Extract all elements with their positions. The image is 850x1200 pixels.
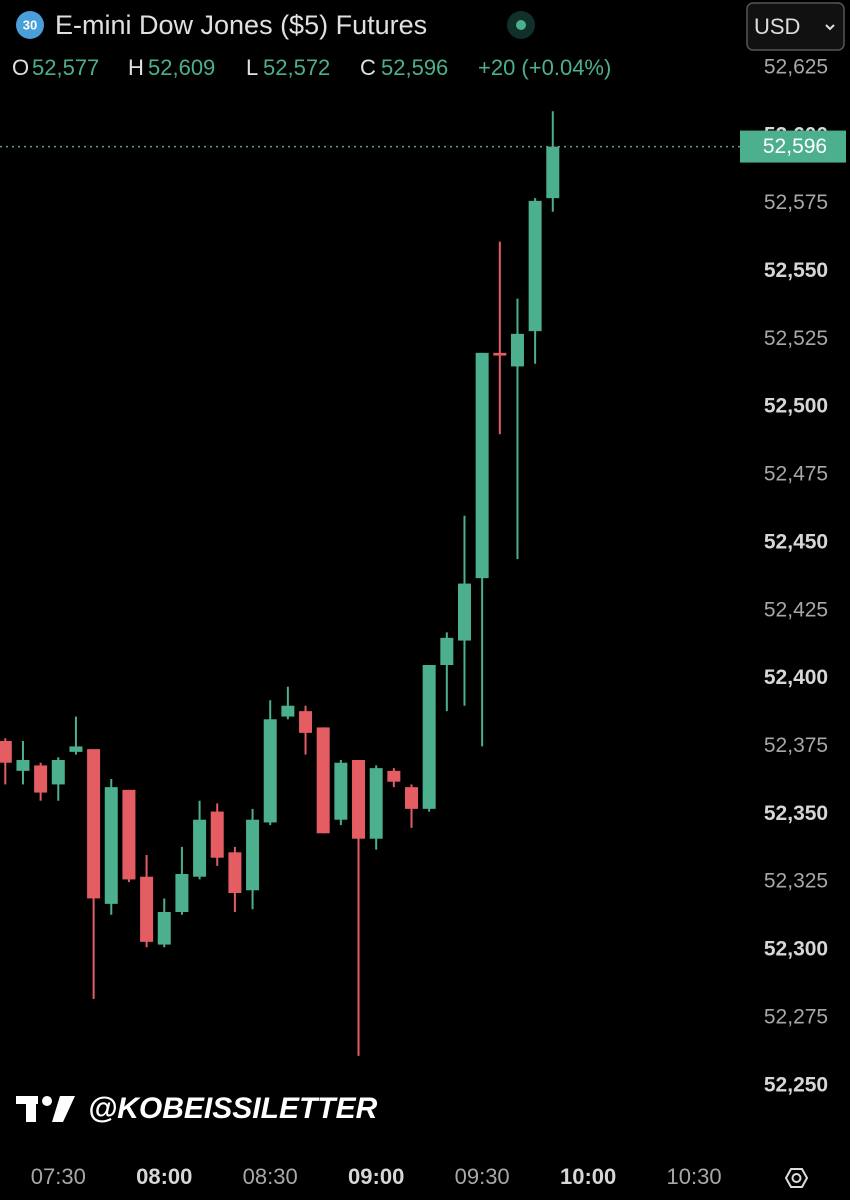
settings-icon[interactable] xyxy=(784,1168,809,1188)
y-tick-label: 52,575 xyxy=(764,191,828,214)
candle-body xyxy=(246,819,260,891)
candle-body xyxy=(405,787,419,809)
candle-body xyxy=(352,760,366,839)
ohlc-summary: O 52,577 H 52,609 L 52,572 C 52,596 +20 (+0.04%) xyxy=(12,55,611,80)
y-tick-label: 52,500 xyxy=(764,395,828,418)
ohlc-name: C xyxy=(360,55,376,80)
candle-body xyxy=(140,876,154,942)
y-tick-label: 52,275 xyxy=(764,1005,828,1028)
x-tick-label: 10:00 xyxy=(560,1164,616,1189)
candle-body xyxy=(210,811,224,858)
candle-body xyxy=(263,719,277,823)
candle-body xyxy=(493,352,507,356)
ohlc-name: L xyxy=(246,55,258,80)
x-tick-label: 09:00 xyxy=(348,1164,404,1189)
candle-body xyxy=(387,770,401,782)
candle-body xyxy=(0,741,12,763)
candle-body xyxy=(510,333,524,367)
ohlc-name: H xyxy=(128,55,144,80)
badge-text: 30 xyxy=(23,17,37,32)
y-tick-label: 52,525 xyxy=(764,327,828,350)
candle-body xyxy=(87,749,101,899)
last-price-box xyxy=(740,130,846,163)
last-price-label: 52,596 xyxy=(763,135,827,158)
market-status-dot xyxy=(516,20,526,30)
x-tick-label: 07:30 xyxy=(31,1164,86,1189)
ohlc-value: 52,572 xyxy=(263,55,330,80)
candle-body xyxy=(316,727,330,834)
y-tick-label: 52,625 xyxy=(764,55,828,78)
candle-body xyxy=(193,819,207,877)
candle-body xyxy=(422,665,436,809)
y-tick-label: 52,300 xyxy=(764,938,828,961)
ohlc-value: 52,577 xyxy=(32,55,99,80)
candle-body xyxy=(34,765,48,793)
candle-body xyxy=(122,789,136,880)
y-tick-label: 52,475 xyxy=(764,463,828,486)
candle-body xyxy=(369,768,383,839)
candle-body xyxy=(546,146,560,199)
candle-body xyxy=(175,874,189,912)
candle-body xyxy=(281,705,295,717)
candle-body xyxy=(440,637,454,665)
symbol-badge xyxy=(16,11,44,39)
y-tick-label: 52,450 xyxy=(764,530,828,553)
candle-body xyxy=(228,852,242,893)
watermark: @KOBEISSILETTER xyxy=(88,1092,378,1125)
currency-button[interactable] xyxy=(746,2,845,51)
dropdown-icon[interactable] xyxy=(825,24,835,31)
y-tick-label: 52,250 xyxy=(764,1073,828,1096)
y-tick-label: 52,400 xyxy=(764,666,828,689)
candle-body xyxy=(157,912,171,945)
x-tick-label: 08:00 xyxy=(136,1164,192,1189)
candle-body xyxy=(528,200,542,332)
y-tick-label: 52,325 xyxy=(764,870,828,893)
candle-body xyxy=(457,583,471,641)
ohlc-name: O xyxy=(12,55,29,80)
x-tick-label: 08:30 xyxy=(243,1164,298,1189)
ohlc-value: 52,596 xyxy=(381,55,448,80)
candle-body xyxy=(299,711,313,733)
y-tick-label: 52,425 xyxy=(764,598,828,621)
currency[interactable]: USD xyxy=(754,14,800,39)
candle-body xyxy=(16,760,30,771)
candle-body xyxy=(69,746,83,752)
candle-body xyxy=(51,760,65,785)
x-tick-label: 10:30 xyxy=(667,1164,722,1189)
watermark-logo xyxy=(16,1096,75,1122)
candle-body xyxy=(475,352,489,579)
y-tick-label: 52,350 xyxy=(764,802,828,825)
y-tick-label: 52,550 xyxy=(764,259,828,282)
ohlc-value: 52,609 xyxy=(148,55,215,80)
y-tick-label: 52,375 xyxy=(764,734,828,757)
price-change: +20 (+0.04%) xyxy=(478,55,611,80)
candle-body xyxy=(334,762,348,820)
plot-area: 52,596 xyxy=(0,111,846,1056)
x-tick-label: 09:30 xyxy=(455,1164,510,1189)
chart-title: E-mini Dow Jones ($5) Futures xyxy=(55,10,427,40)
candle-body xyxy=(104,787,118,904)
